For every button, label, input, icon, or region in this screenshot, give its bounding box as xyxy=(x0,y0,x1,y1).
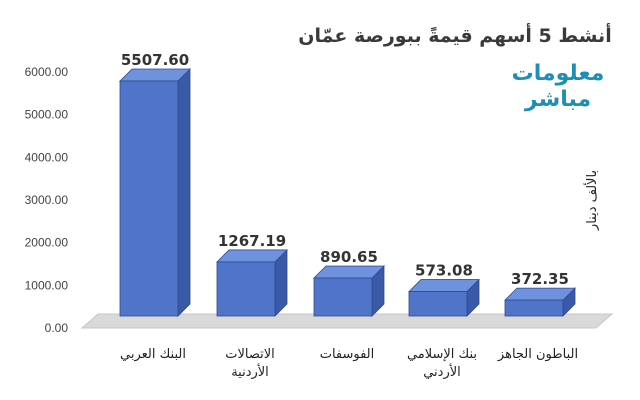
x-tick-label: بنك الإسلامي xyxy=(407,347,477,362)
data-label: 573.08 xyxy=(415,262,473,280)
bar xyxy=(216,248,288,317)
bar-top xyxy=(119,68,191,82)
data-label: 372.35 xyxy=(511,270,569,288)
bar-top xyxy=(216,249,288,263)
bar-front xyxy=(504,299,564,317)
bar-top xyxy=(313,265,385,279)
bar-front xyxy=(313,277,373,317)
bar-front xyxy=(119,80,179,317)
y-tick-label: 0.00 xyxy=(45,321,69,335)
data-label: 1267.19 xyxy=(218,232,286,250)
bar-top xyxy=(408,279,480,292)
x-tick-label: الأردني xyxy=(423,363,461,380)
y-tick-label: 1000.00 xyxy=(25,278,69,292)
bar-front xyxy=(216,261,276,317)
y-tick-label: 5000.00 xyxy=(25,108,69,122)
value-labels: 5507.60 1267.19 890.65 573.08 372.35 xyxy=(121,51,569,288)
chart-floor xyxy=(80,313,614,329)
bar xyxy=(408,278,480,317)
x-tick-label: الباطون الجاهز xyxy=(497,347,578,362)
bar-side xyxy=(177,68,191,317)
y-tick-label: 2000.00 xyxy=(25,236,69,250)
chart-title: أنشط 5 أسهم قيمةً ببورصة عمّان xyxy=(298,23,611,47)
y-tick-label: 6000.00 xyxy=(25,65,69,79)
data-label: 890.65 xyxy=(320,248,378,266)
bars xyxy=(119,68,576,317)
x-tick-label: الفوسفات xyxy=(320,347,375,362)
bar-top xyxy=(504,287,576,301)
x-tick-label: الاتصالات xyxy=(225,347,275,362)
bar xyxy=(119,68,191,317)
y-tick-label: 4000.00 xyxy=(25,150,69,164)
bar xyxy=(313,265,385,317)
x-tick-label: الأردنية xyxy=(231,363,269,380)
bar xyxy=(504,287,576,317)
y-axis-label: بالألف دينار xyxy=(583,170,600,231)
logo: معلومات مباشر xyxy=(512,61,605,112)
y-axis-ticks: 0.00 1000.00 2000.00 3000.00 4000.00 5000.00 6… xyxy=(25,65,69,335)
y-tick-label: 3000.00 xyxy=(25,193,69,207)
x-tick-label: البنك العربي xyxy=(120,347,186,362)
logo-text-line2: مباشر xyxy=(524,87,591,112)
floor-plane xyxy=(80,313,614,329)
data-label: 5507.60 xyxy=(121,51,189,69)
logo-text-line1: معلومات xyxy=(512,61,605,86)
bar-front xyxy=(408,291,468,317)
